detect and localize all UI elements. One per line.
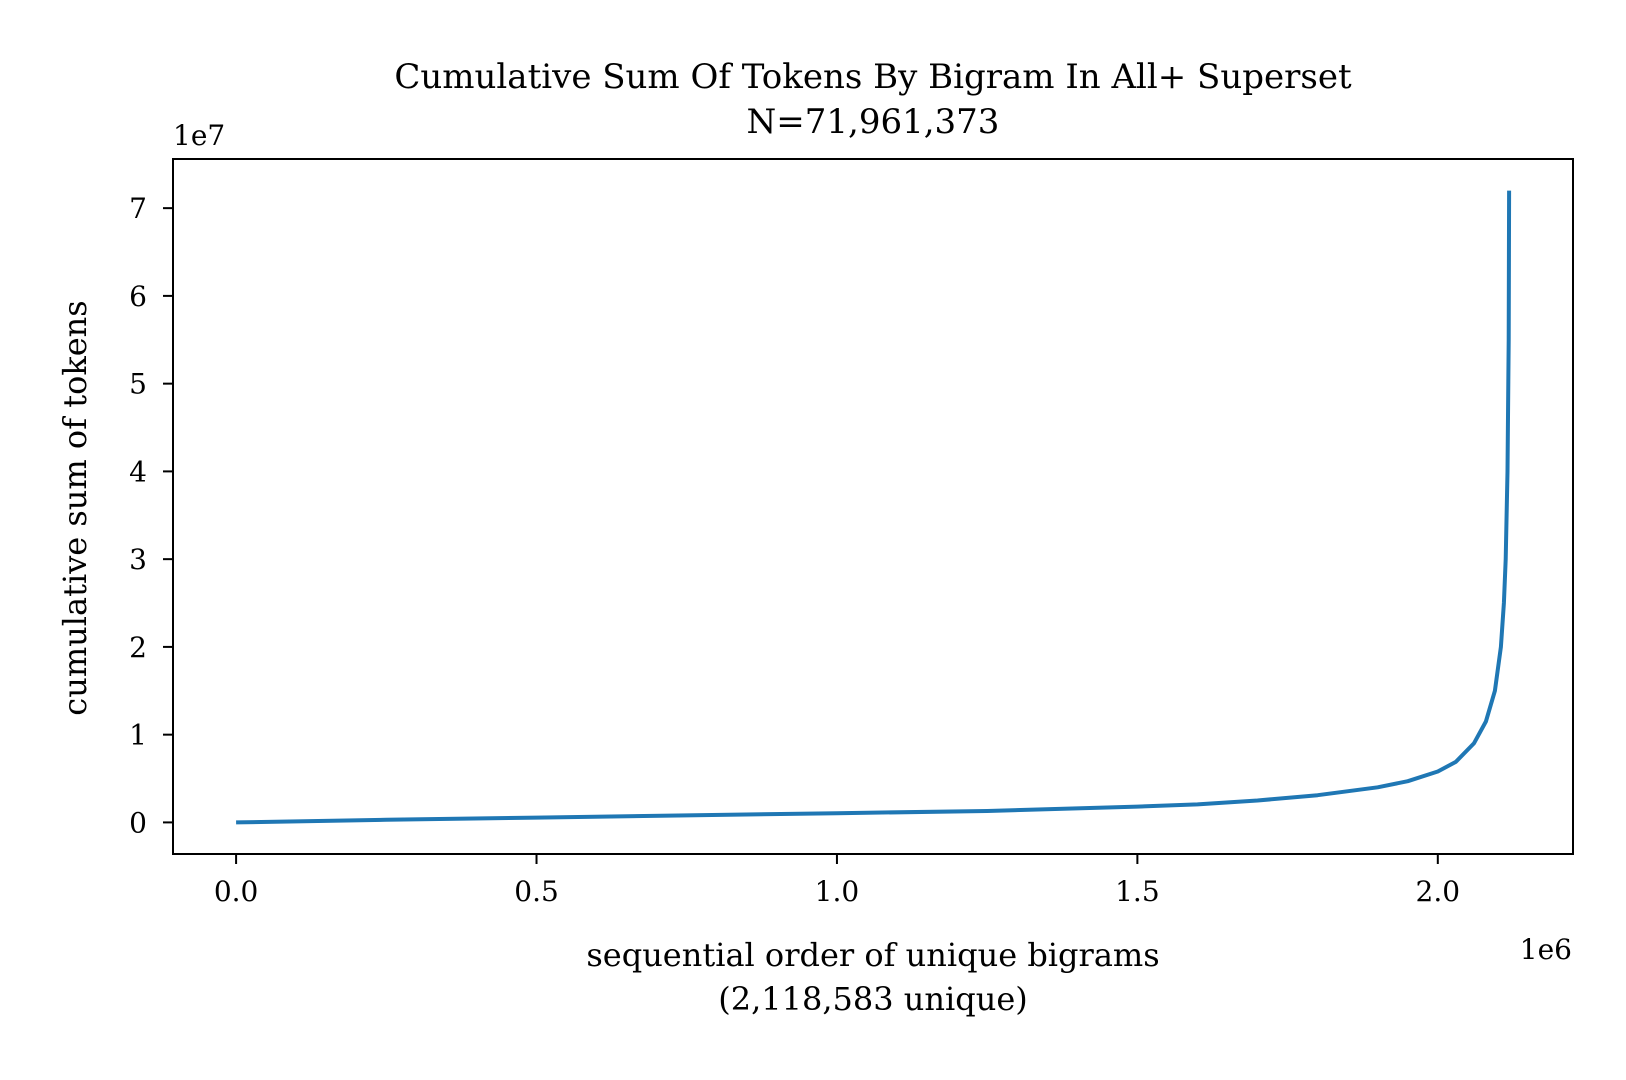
chart-title: Cumulative Sum Of Tokens By Bigram In Al… bbox=[394, 57, 1352, 97]
y-tick-label: 0 bbox=[129, 806, 147, 839]
y-tick-label: 4 bbox=[129, 455, 147, 488]
x-tick-label: 2.0 bbox=[1416, 875, 1461, 908]
series-layer bbox=[236, 190, 1512, 825]
x-axis-label: sequential order of unique bigrams bbox=[586, 936, 1159, 974]
x-tick-label: 0.0 bbox=[214, 875, 259, 908]
y-axis-ticks: 0 1 2 3 4 5 6 7 bbox=[129, 192, 173, 839]
x-tick-label: 1.5 bbox=[1115, 875, 1160, 908]
chart-subtitle: N=71,961,373 bbox=[747, 102, 1000, 142]
y-axis-label: cumulative sum of tokens bbox=[56, 300, 94, 715]
y-axis-offset-label: 1e7 bbox=[173, 119, 225, 152]
y-tick-label: 6 bbox=[129, 280, 147, 313]
y-tick-label: 3 bbox=[129, 543, 147, 576]
plot-area-frame bbox=[172, 158, 1574, 855]
x-axis-ticks: 0.0 0.5 1.0 1.5 2.0 bbox=[214, 854, 1460, 908]
x-tick-label: 1.0 bbox=[815, 875, 860, 908]
y-tick-label: 2 bbox=[129, 631, 147, 664]
y-tick-label: 5 bbox=[129, 368, 147, 401]
x-tick-label: 0.5 bbox=[514, 875, 559, 908]
y-tick-label: 1 bbox=[129, 719, 147, 752]
x-axis-label-line2: (2,118,583 unique) bbox=[718, 980, 1027, 1018]
x-axis-offset-label: 1e6 bbox=[1520, 933, 1572, 966]
series-line bbox=[236, 190, 1512, 825]
y-tick-label: 7 bbox=[129, 192, 147, 225]
